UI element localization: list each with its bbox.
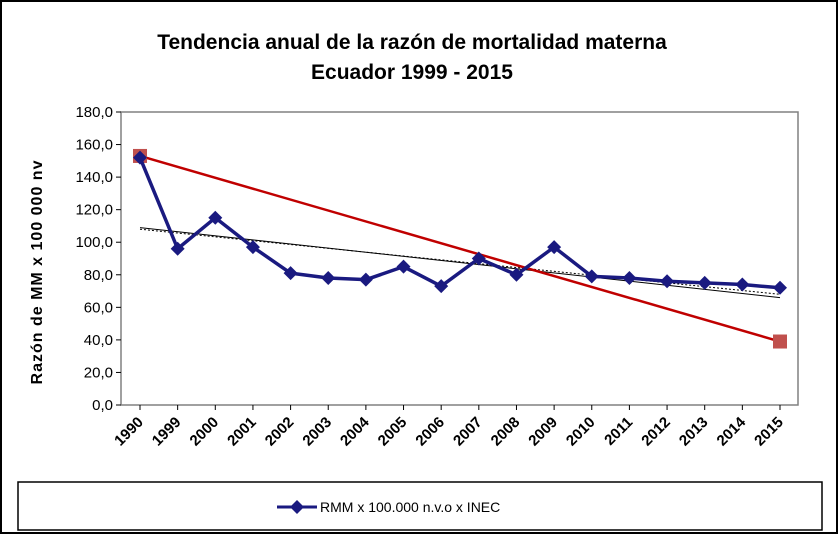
y-tick-label: 160,0 xyxy=(75,137,113,154)
x-axis: 1990 1999 2000 2001 2002 2003 2004 2005 2006 2007… xyxy=(111,405,787,449)
y-tick-label: 120,0 xyxy=(75,202,113,219)
trendline xyxy=(139,228,781,295)
y-tick-label: 140,0 xyxy=(75,169,113,186)
x-tick-label: 2003 xyxy=(299,414,335,450)
x-tick-label: 2000 xyxy=(187,414,223,450)
y-tick-label: 60,0 xyxy=(84,299,113,316)
trend-lines xyxy=(139,227,781,299)
red-line xyxy=(139,154,781,343)
red-trend-line xyxy=(133,148,787,349)
trendline xyxy=(139,227,781,299)
data-point-marker xyxy=(434,279,449,294)
data-point-marker xyxy=(170,241,185,256)
data-point-marker xyxy=(547,240,562,255)
y-tick-label: 100,0 xyxy=(75,234,113,251)
red-square-marker xyxy=(773,334,787,349)
data-point-marker xyxy=(208,210,223,225)
legend-diamond-marker xyxy=(290,500,304,514)
x-tick-label: 2006 xyxy=(412,414,448,450)
series-line xyxy=(133,150,787,295)
x-tick-label: 2007 xyxy=(450,414,486,450)
x-tick-label: 2001 xyxy=(224,414,260,450)
x-tick-label: 2013 xyxy=(676,414,712,450)
x-tick-label: 2009 xyxy=(525,414,561,450)
data-point-marker xyxy=(735,277,750,292)
x-tick-label: 2014 xyxy=(714,413,750,449)
data-point-marker xyxy=(471,251,486,266)
x-tick-label: 1999 xyxy=(149,414,185,450)
legend-label: RMM x 100.000 n.v.o x INEC xyxy=(320,499,500,515)
data-point-marker xyxy=(396,259,411,274)
x-tick-label: 2011 xyxy=(601,414,636,449)
data-point-marker xyxy=(283,266,298,281)
y-tick-label: 180,0 xyxy=(75,104,113,121)
data-point-marker xyxy=(509,267,524,282)
x-tick-label: 2008 xyxy=(488,414,524,450)
data-point-marker xyxy=(773,280,787,295)
x-tick-label: 2015 xyxy=(751,414,787,450)
y-tick-label: 20,0 xyxy=(84,364,113,381)
data-point-marker xyxy=(622,271,637,286)
plot-area xyxy=(120,111,799,406)
x-tick-label: 2010 xyxy=(563,414,599,450)
x-tick-label: 2012 xyxy=(638,414,674,450)
chart-title: Tendencia anual de la razón de mortalida… xyxy=(157,31,667,54)
legend-box xyxy=(17,481,823,531)
data-point-marker xyxy=(358,272,373,287)
y-tick-label: 0,0 xyxy=(92,397,113,414)
x-tick-label: 2005 xyxy=(375,414,411,450)
data-point-marker xyxy=(321,271,336,286)
y-axis: 0,0 20,0 40,0 60,0 80,0 100,0 120,0 140,0 160,0 1… xyxy=(75,104,121,414)
data-point-marker xyxy=(697,275,712,290)
y-axis-label: Razón de MM x 100 000 nv xyxy=(29,160,46,385)
data-point-marker xyxy=(584,269,599,284)
y-tick-label: 80,0 xyxy=(84,267,113,284)
chart-subtitle: Ecuador 1999 - 2015 xyxy=(311,61,513,84)
x-tick-label: 1990 xyxy=(111,414,147,450)
data-point-marker xyxy=(660,274,675,289)
data-point-marker xyxy=(245,240,260,255)
x-tick-label: 2004 xyxy=(337,413,373,449)
data-point-marker xyxy=(133,150,147,165)
y-tick-label: 40,0 xyxy=(84,332,113,349)
series-polyline xyxy=(138,156,781,290)
x-tick-label: 2002 xyxy=(262,414,298,450)
